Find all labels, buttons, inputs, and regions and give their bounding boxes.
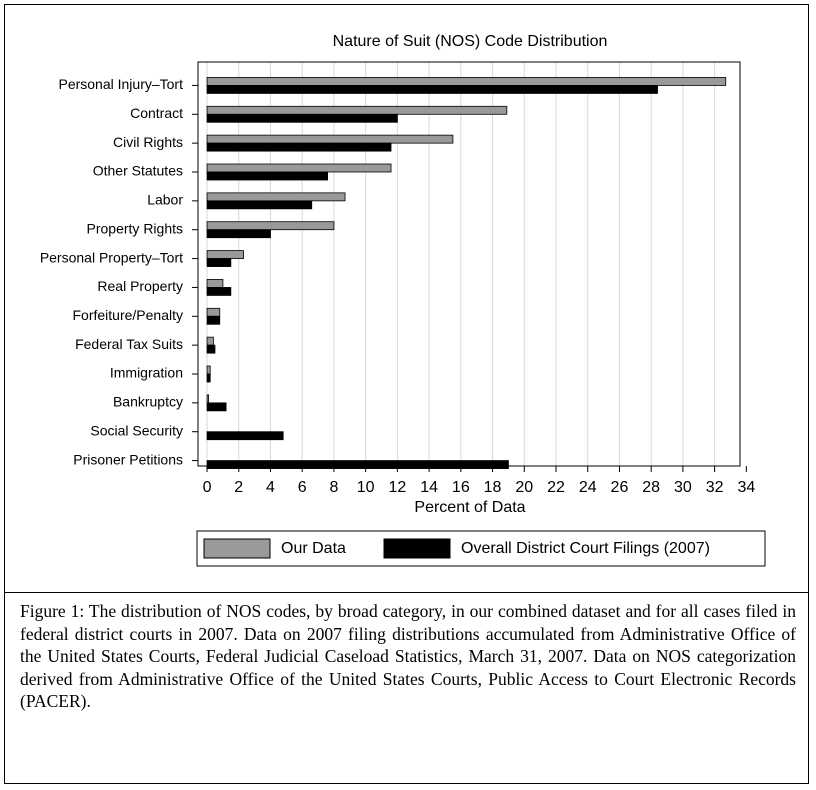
x-tick-label: 0 — [203, 479, 212, 496]
caption: Figure 1: The distribution of NOS codes,… — [20, 601, 796, 711]
x-tick-label: 34 — [737, 479, 755, 496]
x-tick-label: 2 — [234, 479, 243, 496]
legend-frame — [196, 530, 766, 567]
divider — [4, 592, 809, 593]
x-tick-label: 30 — [674, 479, 692, 496]
x-tick-label: 14 — [420, 479, 438, 496]
y-tick-label: Other Statutes — [93, 163, 183, 179]
x-tick-label: 4 — [266, 479, 275, 496]
y-tick-label: Immigration — [110, 365, 183, 381]
y-tick-label: Contract — [130, 105, 183, 121]
bar — [206, 460, 509, 469]
bar — [206, 365, 211, 375]
x-tick-label: 6 — [298, 479, 307, 496]
x-tick-label: 32 — [706, 479, 724, 496]
x-tick-label: 10 — [357, 479, 375, 496]
figure-frame — [4, 4, 809, 784]
bar — [206, 373, 211, 383]
x-tick-label: 22 — [547, 479, 565, 496]
y-tick-label: Real Property — [97, 278, 183, 294]
bar — [206, 229, 271, 239]
bar — [206, 279, 224, 288]
bar — [206, 287, 232, 296]
legend-label: Overall District Court Filings (2007) — [461, 540, 710, 557]
y-tick-label: Social Security — [90, 422, 183, 438]
bar — [206, 192, 346, 202]
bar — [206, 250, 244, 259]
bar — [206, 163, 392, 173]
x-tick-label: 24 — [579, 479, 597, 496]
chart-title: Nature of Suit (NOS) Code Distribution — [333, 33, 608, 50]
legend-label: Our Data — [281, 540, 346, 557]
bar — [206, 77, 727, 86]
legend-swatch — [383, 538, 451, 559]
y-tick-label: Bankruptcy — [113, 394, 183, 410]
bar — [206, 336, 214, 346]
x-tick-label: 26 — [611, 479, 629, 496]
x-tick-label: 12 — [388, 479, 406, 496]
bar — [206, 105, 508, 115]
bar — [206, 113, 398, 123]
bar — [206, 315, 221, 325]
y-tick-label: Civil Rights — [113, 134, 183, 150]
x-axis-label: Percent of Data — [414, 499, 525, 516]
bar — [206, 171, 328, 181]
y-tick-label: Property Rights — [87, 220, 183, 236]
bar — [206, 307, 221, 317]
x-tick-label: 28 — [642, 479, 660, 496]
bar — [206, 431, 284, 441]
y-tick-label: Personal Injury–Tort — [58, 76, 183, 92]
x-tick-label: 18 — [484, 479, 502, 496]
x-tick-label: 16 — [452, 479, 470, 496]
bar — [206, 258, 232, 267]
x-tick-label: 8 — [329, 479, 338, 496]
y-tick-label: Prisoner Petitions — [73, 451, 183, 467]
bar — [206, 402, 227, 412]
y-tick-label: Forfeiture/Penalty — [73, 307, 184, 323]
x-tick-label: 20 — [515, 479, 533, 496]
bar — [206, 344, 216, 354]
bar — [206, 85, 658, 94]
bar — [206, 221, 335, 231]
chart: Nature of Suit (NOS) Code Distribution P… — [40, 33, 766, 567]
y-tick-label: Labor — [147, 192, 183, 208]
bar — [206, 134, 454, 144]
y-tick-label: Federal Tax Suits — [75, 336, 183, 352]
bar — [206, 200, 313, 210]
y-tick-label: Personal Property–Tort — [40, 249, 183, 265]
bar — [206, 394, 210, 404]
legend-swatch — [203, 538, 271, 559]
bar — [206, 142, 392, 152]
